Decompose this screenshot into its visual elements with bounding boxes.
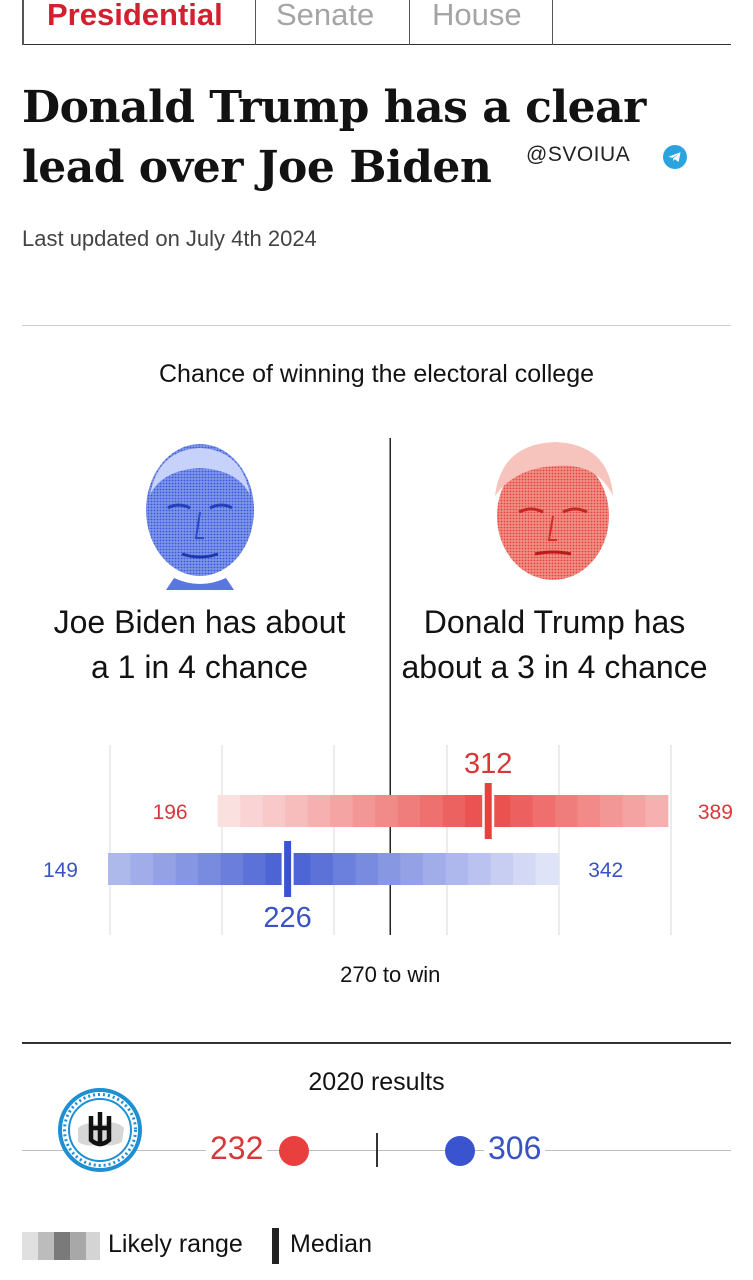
- trump-chance-line-1: Donald Trump has: [423, 604, 686, 640]
- range-segment: [288, 853, 311, 885]
- tab-senate[interactable]: Senate: [256, 0, 410, 45]
- legend-median-marker: [272, 1228, 279, 1264]
- legend-range-swatch: [38, 1232, 54, 1260]
- median-value-label: 312: [464, 748, 512, 780]
- divider: [22, 1042, 731, 1044]
- results-dem-dot: [445, 1136, 475, 1166]
- trump-chance-line-2: about a 3 in 4 chance: [401, 649, 708, 685]
- range-segment: [375, 795, 399, 827]
- range-segment: [352, 795, 376, 827]
- results-rep-votes: 232: [206, 1130, 268, 1167]
- range-segment: [558, 853, 559, 885]
- results-dem-votes: 306: [484, 1130, 546, 1167]
- biden-chance-line-1: Joe Biden has about: [53, 604, 346, 640]
- legend-range-swatch: [54, 1232, 70, 1260]
- biden-chance-text: Joe Biden has about a 1 in 4 chance: [22, 600, 377, 690]
- range-segment: [555, 795, 579, 827]
- range-segment: [333, 853, 356, 885]
- electoral-range-chart: 270 to win 196 389 312 149 342 226: [43, 438, 733, 987]
- threshold-label: 270 to win: [340, 962, 440, 987]
- range-segment: [378, 853, 401, 885]
- median-marker: [284, 841, 292, 897]
- median-marker: [484, 783, 492, 839]
- trump-chance-text: Donald Trump has about a 3 in 4 chance: [378, 600, 731, 690]
- biden-portrait: [146, 444, 254, 590]
- legend-median-label: Median: [290, 1230, 372, 1258]
- range-segment: [220, 853, 244, 885]
- range-segment: [330, 795, 354, 827]
- median-value-label: 226: [263, 902, 311, 934]
- range-segment: [622, 795, 646, 827]
- range-segment: [175, 853, 199, 885]
- range-segment: [423, 853, 446, 885]
- range-high-label: 389: [698, 801, 733, 824]
- range-low-label: 149: [43, 859, 78, 882]
- range-segment: [667, 795, 669, 827]
- headline: Donald Trump has a clear lead over Joe B…: [22, 82, 646, 193]
- emblem-seal-icon: [58, 1088, 142, 1172]
- range-segment: [400, 853, 424, 885]
- divider: [22, 325, 731, 326]
- legend-range-swatch: [70, 1232, 86, 1260]
- chart-title: Chance of winning the electoral college: [159, 360, 594, 388]
- range-segment: [468, 853, 491, 885]
- range-segment: [285, 795, 309, 827]
- race-tabs: Presidential Senate House: [22, 0, 731, 45]
- legend-range-swatch: [22, 1232, 38, 1260]
- range-segment: [108, 853, 131, 885]
- range-segment: [198, 853, 221, 885]
- range-segment: [153, 853, 176, 885]
- range-segment: [577, 795, 601, 827]
- range-segment: [513, 853, 536, 885]
- last-updated: Last updated on July 4th 2024: [22, 226, 317, 251]
- biden-chance-line-2: a 1 in 4 chance: [90, 649, 309, 685]
- range-segment: [535, 853, 559, 885]
- range-segment: [310, 853, 334, 885]
- legend-range-swatch: [86, 1232, 100, 1260]
- telegram-icon: [663, 145, 687, 169]
- range-segment: [240, 795, 264, 827]
- range-segment: [420, 795, 444, 827]
- range-segment: [397, 795, 421, 827]
- tab-house[interactable]: House: [410, 0, 553, 45]
- range-segment: [490, 853, 514, 885]
- range-segment: [510, 795, 534, 827]
- range-segment: [445, 853, 469, 885]
- results-center-tick: [376, 1133, 378, 1167]
- range-segment: [130, 853, 154, 885]
- range-segment: [442, 795, 466, 827]
- range-segment: [307, 795, 331, 827]
- tab-presidential[interactable]: Presidential: [22, 0, 256, 45]
- range-segment: [600, 795, 624, 827]
- watermark-text: @SVOIUA: [526, 143, 631, 166]
- range-segment: [243, 853, 266, 885]
- range-segment: [532, 795, 556, 827]
- range-low-label: 196: [153, 801, 188, 824]
- tab-divider: [22, 0, 24, 45]
- legend-likely-range-label: Likely range: [108, 1230, 243, 1258]
- results-2020-title: 2020 results: [308, 1068, 445, 1096]
- range-segment: [262, 795, 286, 827]
- range-segment: [217, 795, 241, 827]
- trump-portrait: [495, 442, 613, 580]
- range-high-label: 342: [588, 859, 623, 882]
- range-segment: [355, 853, 379, 885]
- results-rep-dot: [279, 1136, 309, 1166]
- range-segment: [645, 795, 669, 827]
